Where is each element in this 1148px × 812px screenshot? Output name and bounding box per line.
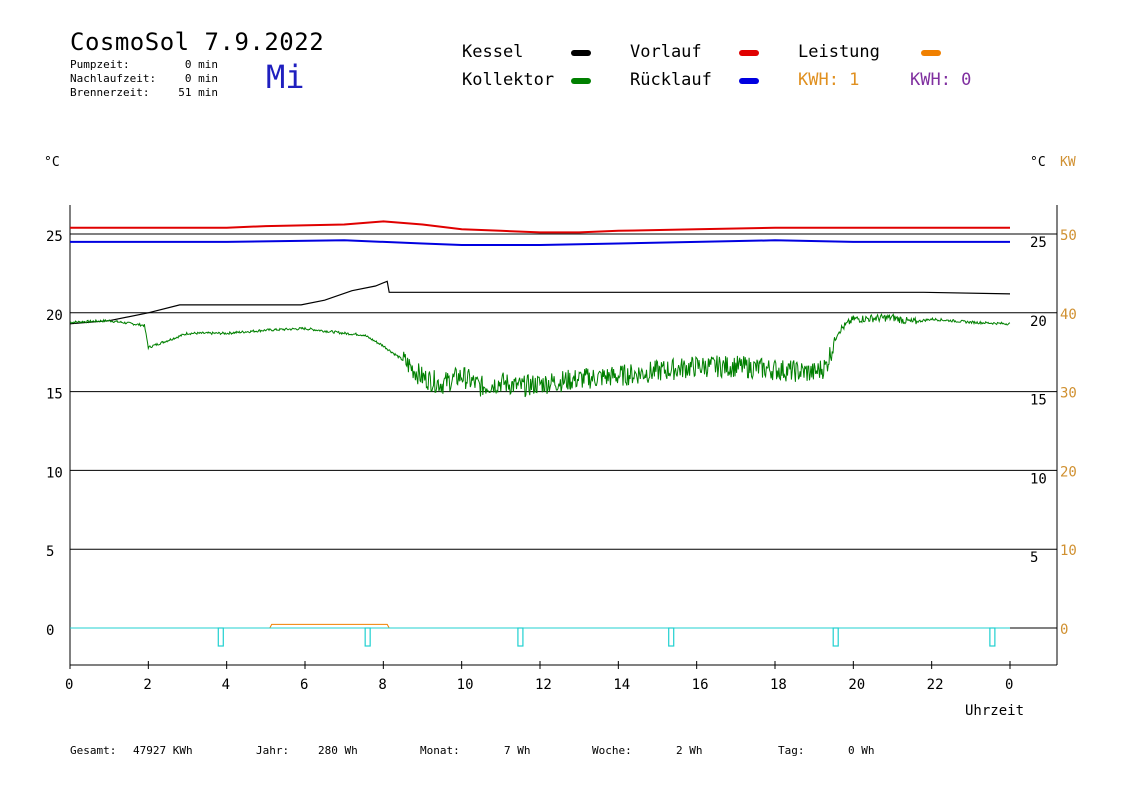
footer-gesamt-label: Gesamt:: [70, 744, 117, 757]
series-vorlauf: [70, 220, 1010, 234]
y-tick-left: 0: [46, 623, 54, 639]
series-kollektor: [69, 312, 1011, 398]
x-tick-label: 10: [457, 677, 474, 693]
stat-label-nachlaufzeit: Nachlaufzeit:: [70, 72, 157, 85]
y-tick-right: 15: [1030, 393, 1047, 409]
footer-woche-value: 2 Wh: [676, 744, 703, 757]
footer-jahr-value: 280 Wh: [318, 744, 358, 757]
legend-kwh-solar: KWH: 1: [798, 70, 860, 90]
legend-swatch-kollektor: [571, 78, 591, 84]
footer-monat-value: 7 Wh: [504, 744, 531, 757]
series-rcklauf: [70, 239, 1010, 246]
legend-label-vorlauf: Vorlauf: [630, 42, 702, 62]
y-tick-left: 10: [46, 465, 63, 481]
x-tick-label: 6: [300, 677, 308, 693]
x-tick-label: 0: [1005, 677, 1013, 693]
y-tick-right: 10: [1030, 471, 1047, 487]
stat-value-pumpzeit: 0 min: [184, 58, 218, 71]
kw-tick: 40: [1060, 307, 1077, 323]
footer-monat-label: Monat:: [420, 744, 460, 757]
x-axis-label: Uhrzeit: [965, 703, 1024, 719]
legend-swatch-leistung: [921, 50, 941, 56]
series-pumpe-pulse: [832, 627, 839, 647]
y-tick-left: 20: [46, 308, 63, 324]
footer-tag-label: Tag:: [778, 744, 805, 757]
x-tick-label: 4: [222, 677, 230, 693]
y-tick-left: 25: [46, 229, 63, 245]
x-tick-label: 22: [927, 677, 944, 693]
y-tick-left: 15: [46, 387, 63, 403]
legend-swatch-ruecklauf: [739, 78, 759, 84]
x-tick-label: 20: [848, 677, 865, 693]
stat-label-brennerzeit: Brennerzeit:: [70, 86, 150, 99]
series-pumpe-pulse: [517, 627, 524, 647]
kw-tick: 0: [1060, 622, 1068, 638]
y-tick-right: 25: [1030, 235, 1047, 251]
footer-woche-label: Woche:: [592, 744, 632, 757]
series-kessel: [69, 280, 1011, 325]
stat-value-nachlaufzeit: 0 min: [184, 72, 218, 85]
series-pumpe-pulse: [668, 627, 675, 647]
stat-label-pumpzeit: Pumpzeit:: [70, 58, 130, 71]
series-pumpe-pulse: [364, 627, 371, 647]
legend-label-kollektor: Kollektor: [462, 70, 555, 90]
kw-tick: 30: [1060, 386, 1077, 402]
x-tick-label: 14: [613, 677, 630, 693]
x-tick-label: 8: [378, 677, 386, 693]
x-tick-label: 12: [535, 677, 552, 693]
legend-swatch-vorlauf: [739, 50, 759, 56]
kw-tick: 50: [1060, 228, 1077, 244]
legend-label-leistung: Leistung: [798, 42, 880, 62]
weekday-label: Mi: [266, 58, 305, 96]
footer-gesamt-value: 47927 KWh: [133, 744, 193, 757]
x-tick-label: 0: [65, 677, 73, 693]
kw-tick: 20: [1060, 464, 1077, 480]
legend-label-kessel: Kessel: [462, 42, 524, 62]
stat-value-brennerzeit: 51 min: [178, 86, 218, 99]
series-pumpe-pulse: [217, 627, 224, 647]
series-pumpe-pulse: [989, 627, 996, 647]
x-tick-label: 16: [692, 677, 709, 693]
y-axis-unit-right: °C: [1030, 155, 1046, 170]
footer-tag-value: 0 Wh: [848, 744, 875, 757]
legend-label-ruecklauf: Rücklauf: [630, 70, 712, 90]
x-tick-label: 18: [770, 677, 787, 693]
y-tick-right: 5: [1030, 550, 1038, 566]
legend-kwh-secondary: KWH: 0: [910, 70, 972, 90]
y-axis-unit-left: °C: [44, 155, 60, 170]
y-tick-right: 20: [1030, 314, 1047, 330]
series-leistung: [269, 623, 390, 629]
legend-swatch-kessel: [571, 50, 591, 56]
kw-tick: 10: [1060, 543, 1077, 559]
kw-axis-unit: KW: [1060, 155, 1076, 170]
app-title: CosmoSol 7.9.2022: [70, 28, 325, 56]
x-tick-label: 2: [143, 677, 151, 693]
footer-jahr-label: Jahr:: [256, 744, 290, 757]
y-tick-left: 5: [46, 544, 54, 560]
